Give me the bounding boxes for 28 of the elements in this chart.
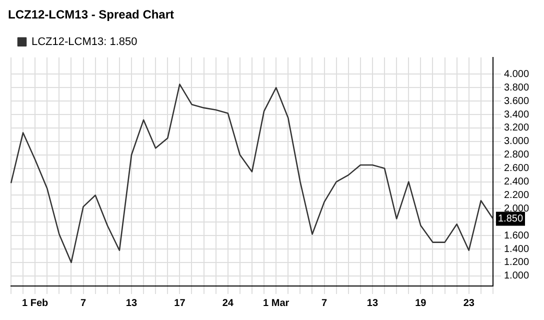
y-tick-label: 2.400 bbox=[504, 176, 530, 188]
x-tick-label: 7 bbox=[80, 298, 87, 309]
y-tick-label: 3.400 bbox=[504, 109, 530, 120]
legend-label: LCZ12-LCM13: 1.850 bbox=[32, 36, 138, 48]
y-tick-label: 3.600 bbox=[504, 96, 530, 107]
x-tick-label: 24 bbox=[222, 298, 234, 309]
x-tick-label: 13 bbox=[126, 298, 138, 309]
x-tick-label: 1 Mar bbox=[263, 298, 290, 309]
x-tick-label: 23 bbox=[463, 298, 475, 309]
x-tick-label: 17 bbox=[174, 298, 186, 309]
y-tick-label: 1.200 bbox=[504, 257, 530, 268]
y-tick-label: 2.800 bbox=[504, 150, 530, 161]
y-tick-label: 3.200 bbox=[504, 122, 530, 134]
y-tick-label: 1.000 bbox=[504, 270, 530, 282]
y-tick-label: 3.000 bbox=[504, 136, 530, 148]
x-tick-label: 1 Feb bbox=[22, 298, 48, 309]
text: 1.850 bbox=[498, 214, 524, 225]
y-tick-label: 2.000 bbox=[504, 203, 530, 214]
x-tick-label: 13 bbox=[366, 298, 378, 309]
y-tick-label: 1.400 bbox=[504, 244, 530, 255]
y-tick-label: 4.000 bbox=[504, 68, 530, 80]
x-tick-label: 19 bbox=[415, 298, 427, 309]
y-tick-label: 1.600 bbox=[504, 230, 530, 242]
chart-title: LCZ12-LCM13 - Spread Chart bbox=[8, 8, 174, 22]
x-tick-label: 7 bbox=[322, 298, 328, 309]
y-tick-label: 2.600 bbox=[504, 163, 530, 174]
y-tick-label: 2.200 bbox=[504, 190, 530, 201]
y-tick-label: 3.800 bbox=[504, 82, 530, 94]
